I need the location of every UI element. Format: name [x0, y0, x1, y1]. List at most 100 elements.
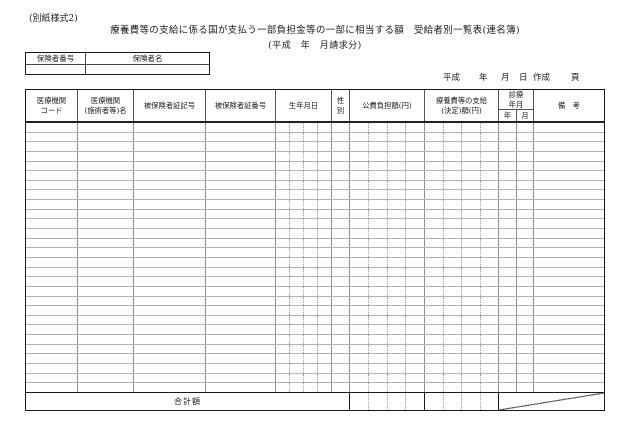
cell-treatment-year: [499, 325, 517, 335]
cell-public-expense-amount: [350, 373, 425, 383]
cell-medical-institution-name: [78, 229, 134, 238]
cell-medical-institution-code: [26, 257, 78, 267]
cell-medical-institution-code: [26, 123, 78, 132]
cell-treatment-year: [499, 296, 517, 306]
cell-medical-institution-name: [78, 306, 134, 315]
cell-insured-card-number: [206, 248, 276, 257]
insurer-box-header: 保険者番号 保険者名: [26, 53, 209, 65]
cell-treatment-month: [517, 219, 533, 228]
cell-medical-institution-code: [26, 315, 78, 325]
table-row: [26, 277, 604, 287]
cell-medical-institution-name: [78, 132, 134, 142]
cell-treatment-year-month: [499, 123, 534, 132]
cell-sex: [332, 286, 350, 296]
cell-sex: [332, 219, 350, 229]
cell-medical-institution-name: [78, 209, 134, 219]
cell-insured-card-symbol: [134, 209, 206, 219]
table-row: [26, 229, 604, 239]
cell-treatment-month: [517, 200, 533, 209]
cell-treatment-month: [517, 190, 533, 199]
cell-benefit-decision-amount: [425, 354, 499, 364]
cell-medical-institution-code: [26, 151, 78, 161]
cell-medical-institution-name: [78, 161, 134, 171]
cell-birthdate: [276, 325, 332, 335]
cell-treatment-year: [499, 142, 517, 151]
cell-treatment-year-month: [499, 238, 534, 248]
cell-medical-institution-name: [78, 315, 134, 325]
cell-birthdate: [276, 132, 332, 142]
table-row: [26, 171, 604, 181]
cell-insured-card-symbol: [134, 277, 206, 286]
cell-insured-card-symbol: [134, 229, 206, 238]
cell-birthdate: [276, 161, 332, 171]
cell-birthdate: [276, 373, 332, 383]
cell-public-expense-amount: [350, 161, 425, 171]
cell-public-expense-amount: [350, 277, 425, 286]
cell-treatment-month: [517, 258, 533, 267]
cell-benefit-decision-amount: [425, 383, 499, 392]
cell-sex: [332, 180, 350, 190]
cell-sex: [332, 238, 350, 248]
header-benefit-decision-amount: 療養費等の支給 (決定)額(円): [425, 90, 499, 121]
cell-benefit-decision-amount: [425, 190, 499, 200]
cell-birthdate: [276, 219, 332, 229]
table-header-row: 医療機関 コード 医療機関 (施術者等)名 被保険者証記号 被保険者証番号 生年…: [26, 90, 604, 123]
cell-insured-card-number: [206, 383, 276, 392]
cell-insured-card-number: [206, 277, 276, 286]
cell-birthdate: [276, 335, 332, 344]
insurer-number-field: [26, 65, 86, 74]
table-row: [26, 209, 604, 220]
total-row: 合計額: [26, 392, 604, 410]
cell-treatment-month: [517, 229, 533, 238]
cell-insured-card-symbol: [134, 219, 206, 229]
cell-treatment-year: [499, 383, 517, 392]
cell-sex: [332, 142, 350, 151]
cell-insured-card-symbol: [134, 238, 206, 248]
cell-insured-card-symbol: [134, 142, 206, 151]
cell-treatment-month: [517, 123, 533, 132]
cell-insured-card-symbol: [134, 248, 206, 257]
cell-public-expense-amount: [350, 200, 425, 209]
table-row: [26, 257, 604, 268]
cell-treatment-year-month: [499, 132, 534, 142]
cell-treatment-year-month: [499, 325, 534, 335]
cell-insured-card-symbol: [134, 344, 206, 354]
total-public-expense-cell: [350, 393, 425, 410]
created-day-label: 日: [519, 73, 528, 83]
cell-birthdate: [276, 296, 332, 306]
cell-medical-institution-code: [26, 219, 78, 229]
cell-treatment-year-month: [499, 180, 534, 190]
cell-public-expense-amount: [350, 123, 425, 132]
cell-insured-card-symbol: [134, 257, 206, 267]
cell-birthdate: [276, 286, 332, 296]
cell-benefit-decision-amount: [425, 335, 499, 344]
cell-medical-institution-code: [26, 383, 78, 392]
cell-birthdate: [276, 151, 332, 161]
cell-treatment-year-month: [499, 286, 534, 296]
cell-public-expense-amount: [350, 248, 425, 257]
cell-benefit-decision-amount: [425, 200, 499, 209]
cell-treatment-year: [499, 180, 517, 190]
cell-insured-card-number: [206, 219, 276, 229]
table-row: [26, 315, 604, 326]
cell-insured-card-symbol: [134, 123, 206, 132]
cell-insured-card-number: [206, 142, 276, 151]
cell-public-expense-amount: [350, 257, 425, 267]
total-benefit-amount-cell: [425, 393, 499, 410]
cell-treatment-year-month: [499, 344, 534, 354]
cell-treatment-month: [517, 152, 533, 161]
header-treatment-month: 月: [521, 110, 529, 120]
header-public-expense-amount: 公費負担額(円): [350, 90, 425, 121]
cell-sex: [332, 344, 350, 354]
cell-insured-card-symbol: [134, 171, 206, 180]
insurer-box: 保険者番号 保険者名: [25, 52, 210, 75]
cell-public-expense-amount: [350, 132, 425, 142]
cell-benefit-decision-amount: [425, 325, 499, 335]
cell-treatment-year-month: [499, 306, 534, 315]
cell-benefit-decision-amount: [425, 373, 499, 383]
cell-sex: [332, 248, 350, 257]
cell-public-expense-amount: [350, 296, 425, 306]
cell-public-expense-amount: [350, 344, 425, 354]
cell-birthdate: [276, 229, 332, 238]
